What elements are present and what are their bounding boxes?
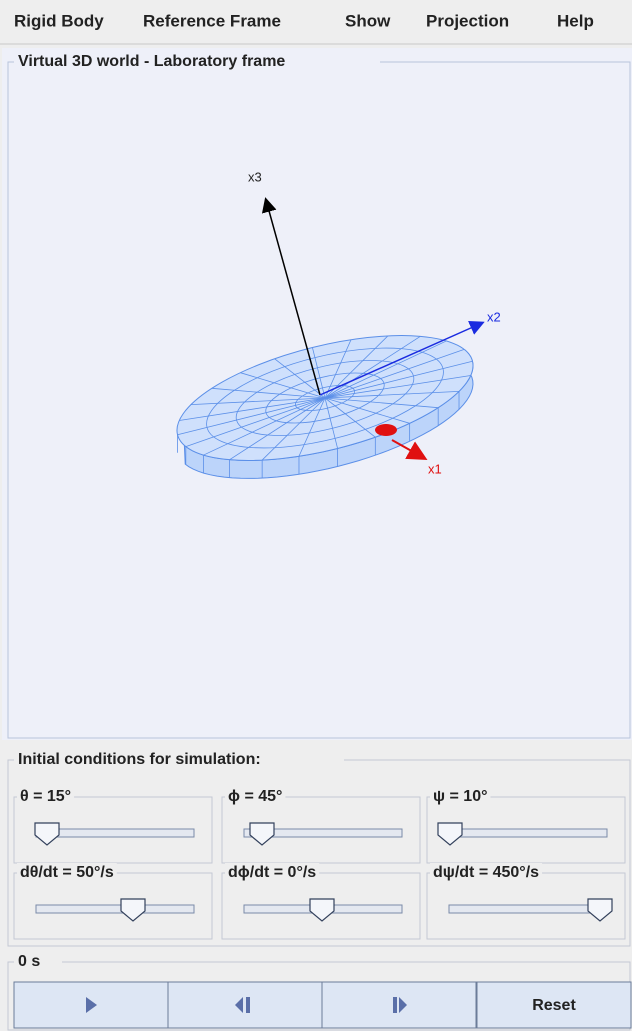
slider-label: ϕ = 45° xyxy=(228,788,282,805)
conditions-title: Initial conditions for simulation: xyxy=(18,751,261,768)
axis-label: x2 xyxy=(487,309,501,324)
page: Rigid Body Reference Frame Show Projection H… xyxy=(0,0,632,1031)
slider-label: θ = 15° xyxy=(20,788,71,805)
slider-track[interactable] xyxy=(449,905,607,913)
reset-label: Reset xyxy=(532,997,576,1014)
menu-item[interactable]: Projection xyxy=(426,11,509,30)
slider-label: ψ = 10° xyxy=(433,788,487,805)
slider-label: dθ/dt = 50°/s xyxy=(20,864,114,881)
axis-label: x3 xyxy=(248,169,262,184)
step-bar xyxy=(246,997,250,1013)
slider-track[interactable] xyxy=(36,829,194,837)
slider-label: dϕ/dt = 0°/s xyxy=(228,864,316,881)
slider-track[interactable] xyxy=(449,829,607,837)
world-title: Virtual 3D world - Laboratory frame xyxy=(18,53,285,70)
marker-dot xyxy=(375,424,397,436)
axis-label: x1 xyxy=(428,461,442,476)
slider-track[interactable] xyxy=(36,905,194,913)
menu-item[interactable]: Help xyxy=(557,11,594,30)
time-label: 0 s xyxy=(18,953,40,970)
menu-item[interactable]: Rigid Body xyxy=(14,11,104,30)
step-bar xyxy=(393,997,397,1013)
button[interactable] xyxy=(168,982,322,1028)
app-window: Rigid Body Reference Frame Show Projection H… xyxy=(0,0,632,1031)
slider-label: dψ/dt = 450°/s xyxy=(433,864,539,881)
menu-item[interactable]: Reference Frame xyxy=(143,11,281,30)
menu-item[interactable]: Show xyxy=(345,11,391,30)
